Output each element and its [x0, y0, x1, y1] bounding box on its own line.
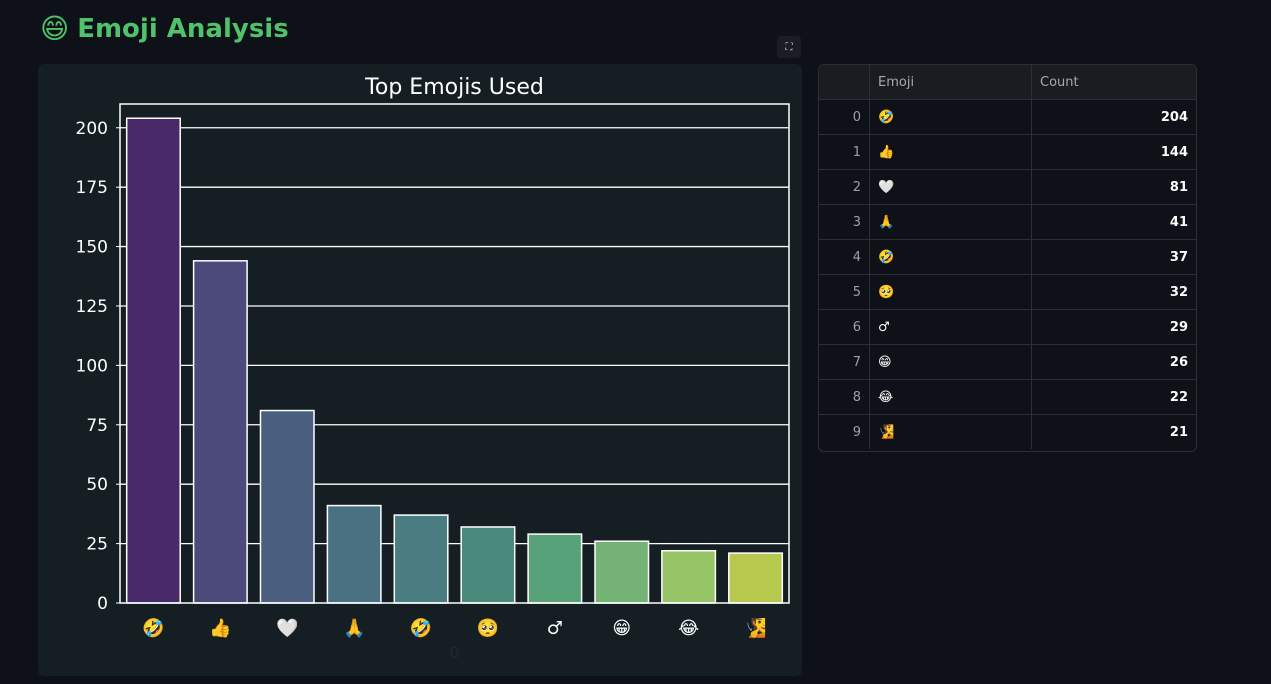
chart-card: Top Emojis Used 0 25 50 75 100 125 150 175 200 🤣 👍 🤍…: [38, 64, 802, 676]
x-tick-label: 🙏: [343, 618, 365, 639]
row-count[interactable]: 26: [1031, 344, 1196, 380]
page-title-text: Emoji Analysis: [77, 13, 289, 44]
y-tick-label: 125: [76, 297, 108, 317]
table-row[interactable]: 1 👍 144: [819, 134, 1196, 170]
row-index[interactable]: 1: [819, 134, 870, 170]
fullscreen-button[interactable]: ⛶: [777, 36, 801, 58]
row-emoji[interactable]: 🙏: [869, 204, 1032, 240]
table-row[interactable]: 0 🤣 204: [819, 99, 1196, 135]
y-tick-label: 50: [86, 475, 108, 495]
row-count[interactable]: 37: [1031, 239, 1196, 275]
row-index[interactable]: 4: [819, 239, 870, 275]
row-index[interactable]: 2: [819, 169, 870, 205]
row-emoji[interactable]: 🧏: [869, 414, 1032, 449]
y-tick-label: 175: [76, 178, 108, 198]
table-row[interactable]: 7 😁 26: [819, 344, 1196, 380]
bar: [661, 549, 717, 604]
column-header-count[interactable]: Count: [1031, 65, 1196, 100]
row-index[interactable]: 7: [819, 344, 870, 380]
bar: [192, 260, 248, 604]
column-header-index[interactable]: [819, 65, 870, 100]
row-emoji[interactable]: 😂: [869, 379, 1032, 415]
row-emoji[interactable]: 🥺: [869, 274, 1032, 310]
row-emoji[interactable]: 🤣: [869, 99, 1032, 135]
table-row[interactable]: 3 🙏 41: [819, 204, 1196, 240]
row-emoji[interactable]: 👍: [869, 134, 1032, 170]
page-title: 😄 Emoji Analysis: [40, 12, 289, 45]
row-index[interactable]: 5: [819, 274, 870, 310]
table-row[interactable]: 4 🤣 37: [819, 239, 1196, 275]
plot-frame: [119, 103, 790, 604]
fullscreen-icon: ⛶: [785, 41, 793, 53]
row-count[interactable]: 144: [1031, 134, 1196, 170]
bar: [728, 552, 784, 604]
row-count[interactable]: 204: [1031, 99, 1196, 135]
x-tick-label: ♂: [547, 618, 563, 639]
grinning-face-icon: 😄: [40, 12, 70, 45]
y-tick-label: 75: [86, 416, 108, 436]
x-tick-label: 🤣: [409, 617, 432, 640]
x-tick-label: 😁: [612, 618, 631, 639]
row-count[interactable]: 29: [1031, 309, 1196, 345]
table-row[interactable]: 2 🤍 81: [819, 169, 1196, 205]
y-tick-label: 25: [86, 535, 108, 555]
y-tick-label: 100: [76, 356, 108, 376]
row-index[interactable]: 3: [819, 204, 870, 240]
emoji-count-table[interactable]: Emoji Count 0 🤣 204 1 👍 144 2 🤍 81 3 🙏 41 4 🤣 37 5 🥺 32 6 ♂…: [818, 64, 1197, 452]
table-row[interactable]: 8 😂 22: [819, 379, 1196, 415]
row-emoji[interactable]: 😁: [869, 344, 1032, 380]
row-index[interactable]: 0: [819, 99, 870, 135]
x-tick-label: 🧏: [744, 617, 766, 639]
y-tick-label: 0: [97, 594, 108, 614]
chart-title: Top Emojis Used: [364, 75, 544, 100]
column-header-emoji[interactable]: Emoji: [869, 65, 1032, 100]
x-tick-label: 🤍: [276, 618, 299, 639]
x-axis-label: 0: [449, 643, 459, 662]
y-tick-label: 200: [76, 119, 108, 139]
table-row[interactable]: 9 🧏 21: [819, 414, 1196, 449]
bar: [259, 409, 315, 604]
table-row[interactable]: 5 🥺 32: [819, 274, 1196, 310]
row-count[interactable]: 32: [1031, 274, 1196, 310]
row-emoji[interactable]: 🤣: [869, 239, 1032, 275]
bar: [125, 117, 181, 604]
row-count[interactable]: 41: [1031, 204, 1196, 240]
bar: [594, 540, 650, 604]
table-header-row: Emoji Count: [819, 65, 1196, 100]
table-row[interactable]: 6 ♂ 29: [819, 309, 1196, 345]
data-table: Emoji Count 0 🤣 204 1 👍 144 2 🤍 81 3 🙏 41 4 🤣 37 5 🥺 32 6 ♂…: [819, 65, 1196, 449]
row-count[interactable]: 21: [1031, 414, 1196, 449]
x-tick-label: 🥺: [477, 618, 499, 639]
bar: [527, 533, 583, 604]
row-emoji[interactable]: 🤍: [869, 169, 1032, 205]
bar: [460, 526, 516, 604]
row-index[interactable]: 6: [819, 309, 870, 345]
bar: [326, 504, 382, 604]
x-tick-label: 😂: [678, 618, 699, 639]
row-count[interactable]: 81: [1031, 169, 1196, 205]
bar: [393, 514, 449, 604]
x-tick-label: 👍: [209, 617, 231, 639]
row-index[interactable]: 8: [819, 379, 870, 415]
x-tick-label: 🤣: [141, 617, 164, 640]
row-count[interactable]: 22: [1031, 379, 1196, 415]
row-emoji[interactable]: ♂: [869, 309, 1032, 345]
y-tick-label: 150: [76, 238, 108, 258]
row-index[interactable]: 9: [852, 424, 861, 440]
bar-chart: Top Emojis Used 0 25 50 75 100 125 150 175 200 🤣 👍 🤍…: [76, 75, 790, 662]
